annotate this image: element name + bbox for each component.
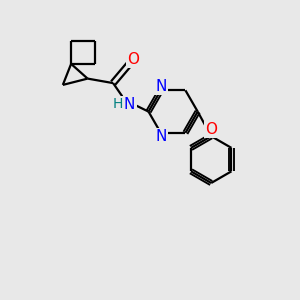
Text: H: H	[112, 97, 123, 111]
Text: N: N	[155, 129, 166, 144]
Text: N: N	[155, 79, 166, 94]
Text: N: N	[124, 97, 135, 112]
Text: O: O	[127, 52, 139, 67]
Text: O: O	[205, 122, 217, 137]
